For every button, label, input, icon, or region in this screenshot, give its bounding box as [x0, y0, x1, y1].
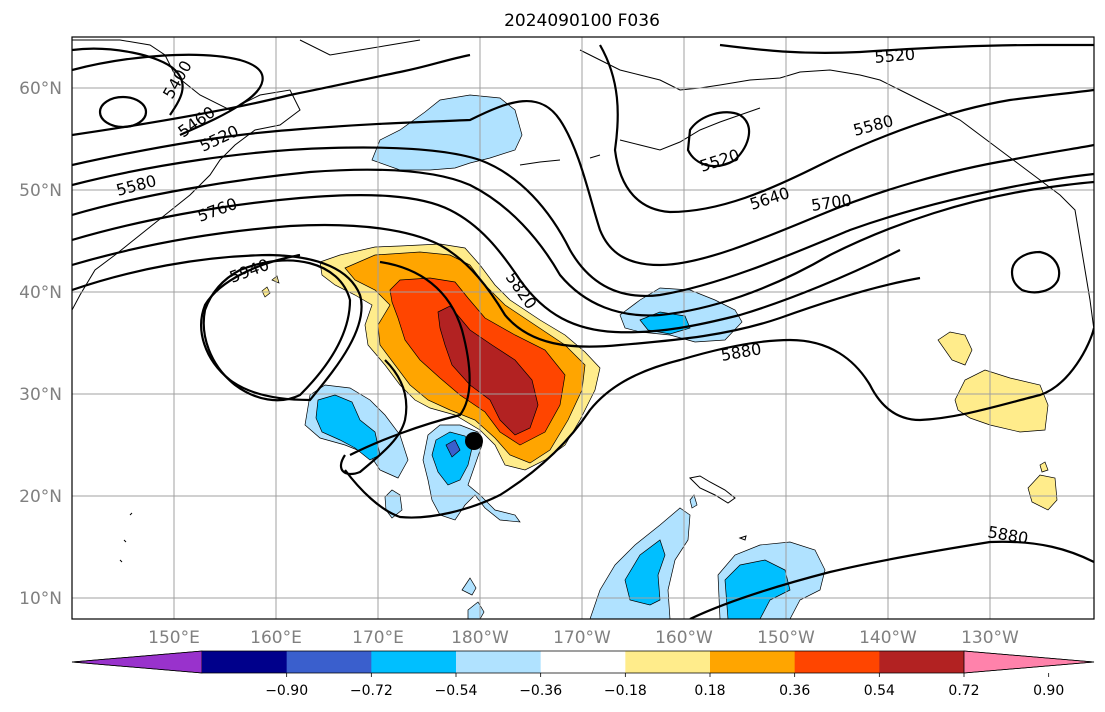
- colorbar-tick-label: 0.90: [1033, 683, 1064, 699]
- shade-blue-west: [315, 394, 381, 461]
- shade-yellow-east2: [954, 369, 1049, 433]
- lat-label: 60°N: [19, 79, 62, 99]
- colorbar-tick-label: −0.54: [435, 683, 478, 699]
- shade-blue-south2: [724, 559, 791, 619]
- contour-5520-ak: [686, 111, 751, 168]
- colorbar-segment: [625, 651, 711, 673]
- colorbar-segment: [371, 651, 457, 673]
- shade-royal-storm: [445, 439, 461, 458]
- colorbar-extend-high: [963, 650, 1095, 674]
- lon-label: 130°W: [961, 628, 1019, 648]
- colorbar-segment: [794, 651, 880, 673]
- lat-label: 30°N: [19, 385, 62, 405]
- contour-5700w: [72, 168, 1094, 317]
- colorbar-tick-label: 0.54: [864, 683, 895, 699]
- lat-label: 40°N: [19, 283, 62, 303]
- colorbar-tick-label: −0.90: [265, 683, 308, 699]
- colorbar-segment: [286, 651, 372, 673]
- lon-label: 170°E: [352, 628, 404, 648]
- colorbar-tick-label: 0.72: [948, 683, 979, 699]
- contour-5880-big: [344, 327, 1094, 519]
- contour-low-circle: [98, 95, 148, 129]
- contour-5640w: [72, 146, 1094, 297]
- colorbar-extend-low: [71, 650, 203, 674]
- lon-label: 150°E: [148, 628, 200, 648]
- contour-5520-n: [599, 44, 1094, 214]
- graticule: [72, 37, 1094, 619]
- colorbar: −0.90 −0.72 −0.54 −0.36 −0.18 0.18 0.36 0.54 0.7…: [71, 650, 1095, 699]
- contour-5460-n: [719, 43, 1094, 54]
- storm-center-marker: [465, 432, 483, 450]
- contour-5520w: [72, 53, 471, 137]
- shaded-field: [261, 94, 1058, 619]
- lat-labels: 10°N 20°N 30°N 40°N 50°N 60°N: [19, 79, 62, 609]
- shade-blue-storm: [431, 431, 473, 486]
- height-contours: [72, 43, 1094, 619]
- contour-5820: [72, 223, 921, 348]
- contour-5580w: [72, 99, 1094, 267]
- contour-5400: [72, 47, 184, 116]
- shade-light-blue-south3: [461, 577, 477, 596]
- shade-blue-south1: [624, 539, 666, 606]
- map-area: 5400 5460 5520 5580 5760 5940 5820 5520 …: [72, 37, 1094, 619]
- shade-yellow-east4: [1039, 461, 1049, 473]
- lon-label: 140°W: [859, 628, 917, 648]
- colorbar-tick-label: 0.18: [694, 683, 725, 699]
- lon-label: 150°W: [757, 628, 815, 648]
- lon-label: 160°E: [250, 628, 302, 648]
- contour-5880-main: [72, 253, 363, 402]
- shade-light-blue-south5: [689, 494, 698, 509]
- colorbar-tick-label: −0.18: [604, 683, 647, 699]
- colorbar-tick-label: −0.72: [350, 683, 393, 699]
- lat-label: 20°N: [19, 487, 62, 507]
- colorbar-segment: [456, 651, 542, 673]
- contour-5880-se: [689, 540, 1094, 619]
- contour-western-loop: [339, 359, 408, 476]
- colorbar-segment: [710, 651, 796, 673]
- figure-title: 2024090100 F036: [504, 11, 660, 31]
- lon-label: 170°W: [553, 628, 611, 648]
- colorbar-tick-label: −0.36: [519, 683, 562, 699]
- colorbar-tick-label: 0.36: [779, 683, 810, 699]
- lon-labels: 150°E 160°E 170°E 180°W 170°W 160°W 150°…: [148, 628, 1019, 648]
- contour-5760w: [72, 194, 901, 334]
- lat-label: 50°N: [19, 181, 62, 201]
- lat-label: 10°N: [19, 589, 62, 609]
- shade-yellow-east1: [937, 331, 973, 366]
- lon-label: 160°W: [655, 628, 713, 648]
- map-frame: [71, 36, 1095, 620]
- colorbar-segment: [879, 651, 965, 673]
- colorbar-segment: [540, 651, 626, 673]
- colorbar-segment: [202, 651, 288, 673]
- contour-5460: [72, 53, 264, 136]
- shade-yellow-east3: [1027, 474, 1058, 511]
- colorbar-outline: [71, 650, 1095, 674]
- contour-label: 5520: [874, 45, 916, 67]
- contour-low-east: [1010, 250, 1061, 294]
- contour-ridge-loop: [202, 259, 352, 402]
- lon-label: 180°W: [451, 628, 509, 648]
